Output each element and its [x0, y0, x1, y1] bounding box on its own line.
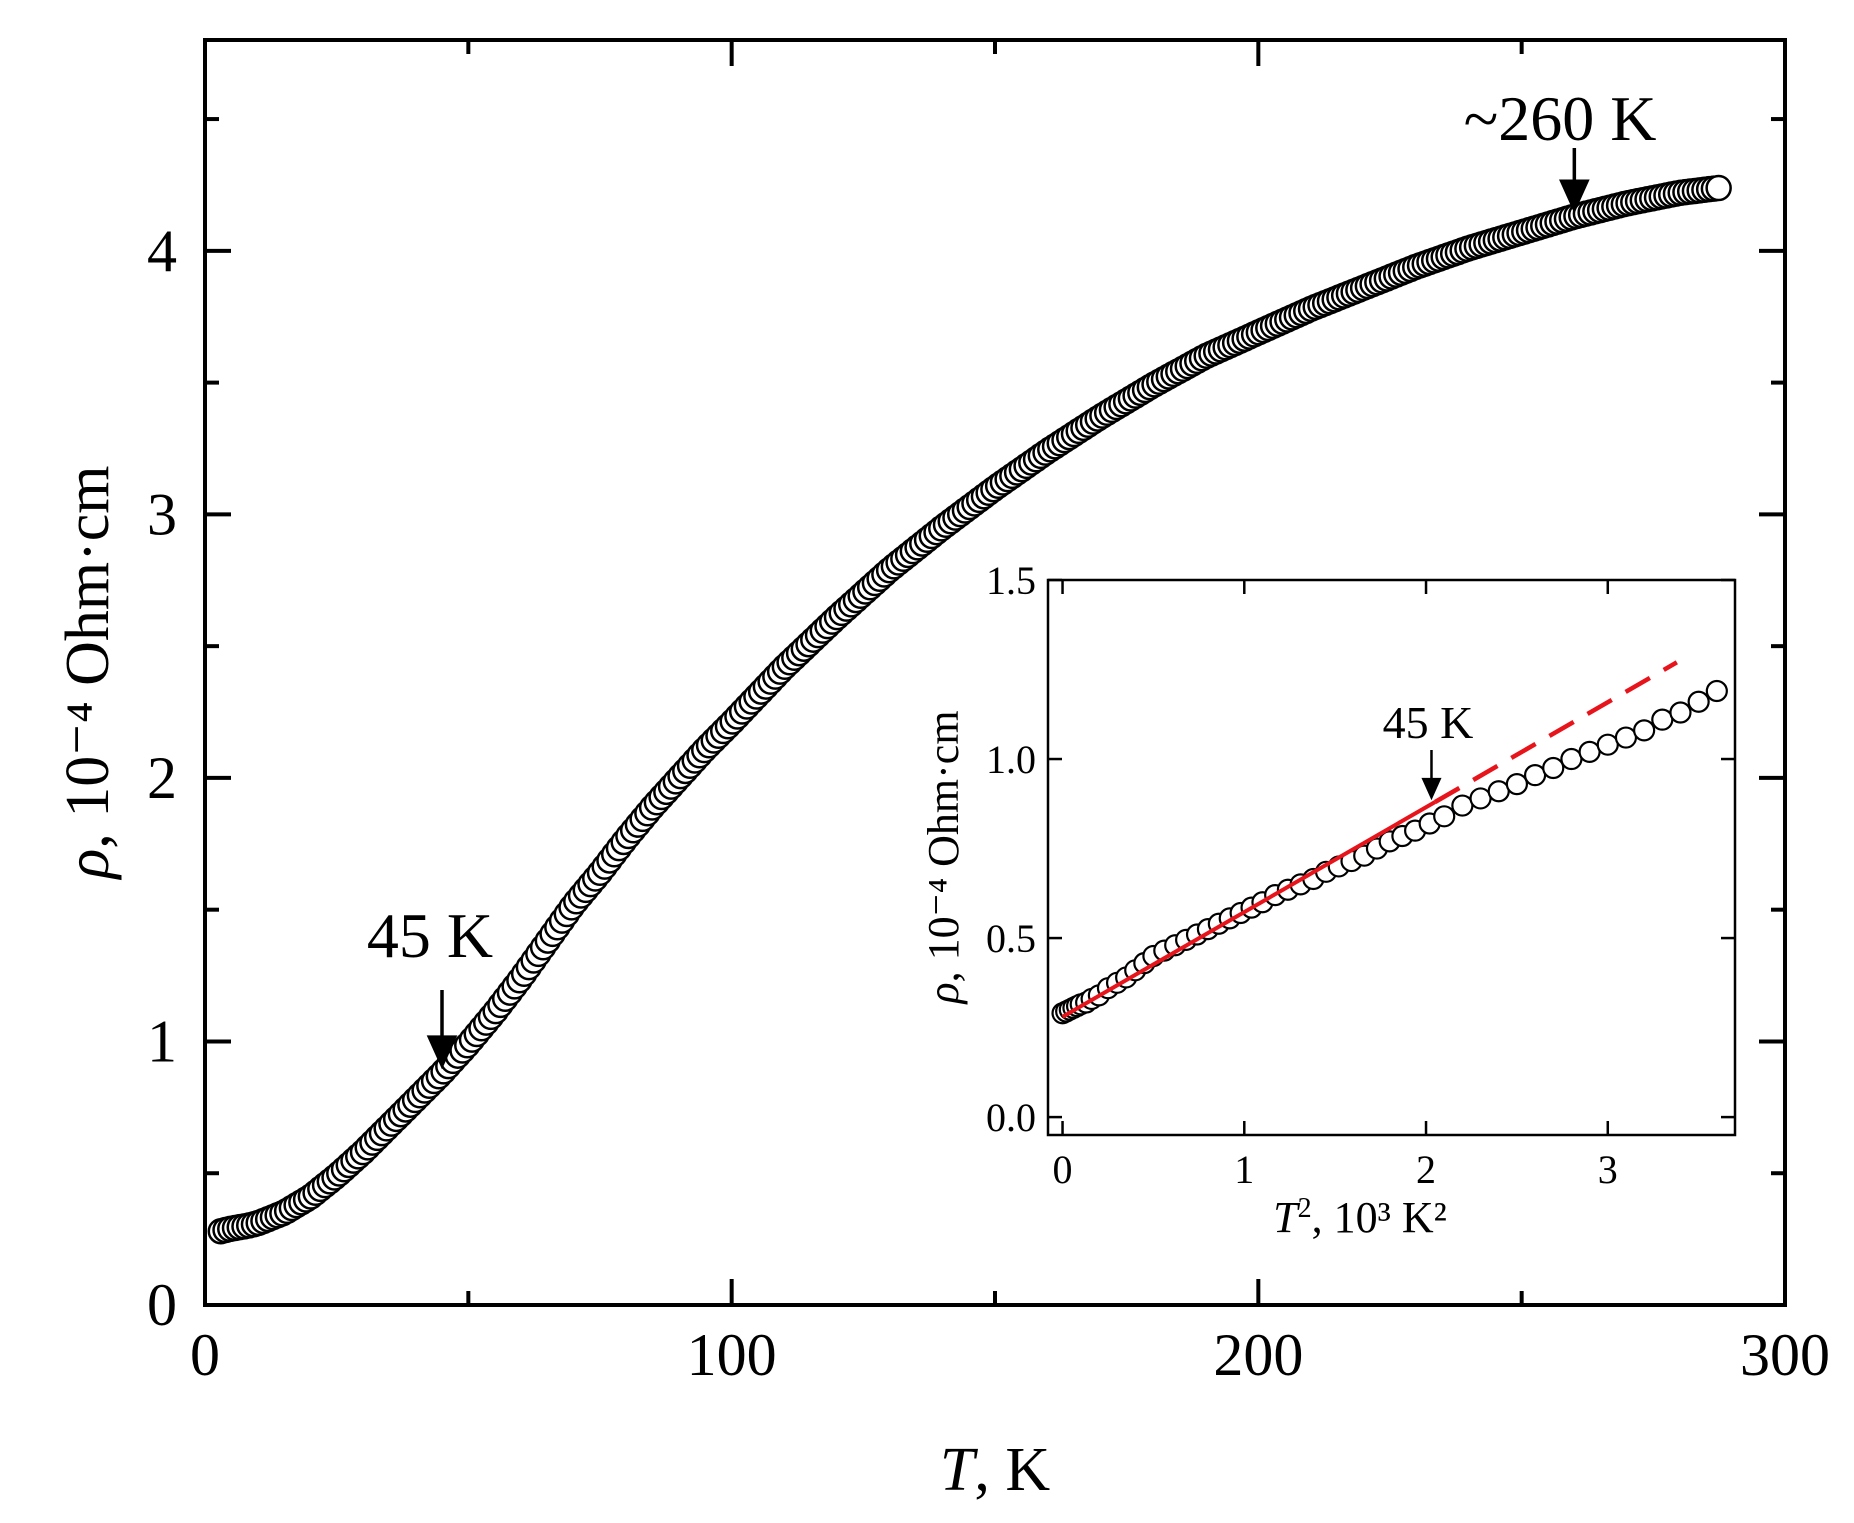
inset-data-point [1560, 747, 1583, 771]
inset-data-point [1705, 679, 1728, 703]
annotation-45k-label: 45 K [367, 900, 493, 971]
inset-x-tick-label: 3 [1598, 1147, 1618, 1192]
main-y-tick-label: 0 [147, 1272, 177, 1338]
main-x-tick-labels: 0 100 200 300 [190, 1322, 1830, 1388]
annotation-260k-arrow [1559, 148, 1590, 214]
main-x-axis-unit: , K [974, 1436, 1050, 1504]
inset-data-point [1487, 780, 1510, 803]
inset-annotation-45k-arrow [1421, 750, 1442, 801]
inset-y-tick-label: 1.0 [986, 737, 1036, 782]
main-x-tick-label: 0 [190, 1322, 220, 1388]
inset-y-axis-var: ρ [919, 982, 968, 1005]
inset-data-point [1687, 690, 1710, 713]
inset-fit-extrapolation [1433, 660, 1678, 804]
inset-background [1048, 580, 1735, 1135]
main-y-tick-label: 2 [147, 745, 177, 811]
annotation-260k-label: ~260 K [1464, 83, 1657, 154]
main-y-tick-label: 4 [147, 218, 177, 284]
inset-markers [1051, 679, 1728, 1025]
inset-data-point [1433, 805, 1456, 828]
main-y-axis-unit: , 10⁻⁴ Ohm·cm [54, 466, 122, 849]
inset-data-point [1542, 756, 1565, 780]
main-y-tick-label: 1 [147, 1008, 177, 1074]
main-y-axis-var: ρ [54, 849, 122, 881]
main-markers [207, 174, 1732, 1245]
main-y-axis-label: ρ, 10⁻⁴ Ohm·cm [54, 466, 122, 881]
main-ticks [203, 40, 1787, 1307]
inset-x-axis-var: T [1273, 1193, 1301, 1242]
inset-data-point [1451, 794, 1474, 817]
main-x-axis-label: T, K [940, 1436, 1050, 1504]
inset-data-point [1651, 708, 1674, 731]
main-annotations: 45 K ~260 K [367, 83, 1657, 1070]
inset-y-tick-label: 0.5 [986, 916, 1036, 961]
inset-data-point [1596, 733, 1619, 756]
inset-x-tick-label: 0 [1053, 1147, 1073, 1192]
main-x-axis-var: T [940, 1436, 979, 1504]
inset-data-point [1578, 740, 1601, 763]
inset-x-tick-labels: 0 1 2 3 [1053, 1147, 1618, 1192]
main-y-tick-labels: 0 1 2 3 4 [147, 218, 177, 1338]
inset-fit-line [1061, 800, 1437, 1019]
main-y-tick-label: 3 [147, 481, 177, 547]
inset-data-point [1614, 726, 1638, 749]
inset-x-axis-sup: 2 [1298, 1193, 1312, 1224]
annotation-45k-arrow [426, 990, 458, 1070]
inset-x-tick-label: 2 [1416, 1147, 1436, 1192]
inset-y-axis-unit: , 10⁻⁴ Ohm·cm [919, 710, 968, 982]
main-data-point [1705, 174, 1732, 202]
inset-x-axis-label: T2, 10³ K² [1273, 1193, 1447, 1243]
inset-x-axis-unit: , 10³ K² [1312, 1193, 1447, 1242]
inset-annotation-45k-label: 45 K [1383, 697, 1474, 748]
inset-x-tick-label: 1 [1234, 1147, 1254, 1192]
inset-y-tick-label: 1.5 [986, 558, 1036, 603]
main-x-tick-label: 200 [1213, 1322, 1303, 1388]
inset-y-tick-label: 0.0 [986, 1095, 1036, 1140]
inset-data-point [1669, 701, 1692, 724]
inset-ticks [1048, 578, 1735, 1135]
main-x-tick-label: 300 [1740, 1322, 1830, 1388]
main-x-tick-label: 100 [687, 1322, 777, 1388]
inset-y-axis-label: ρ, 10⁻⁴ Ohm·cm [919, 710, 968, 1005]
inset-y-tick-labels: 0.0 0.5 1.0 1.5 [986, 558, 1036, 1140]
inset-data-point [1505, 772, 1529, 796]
inset-plot-frame [1046, 578, 1737, 1137]
inset-data-point [1633, 719, 1656, 742]
inset-data-point [1523, 764, 1547, 787]
inset-data-point [1469, 787, 1492, 810]
